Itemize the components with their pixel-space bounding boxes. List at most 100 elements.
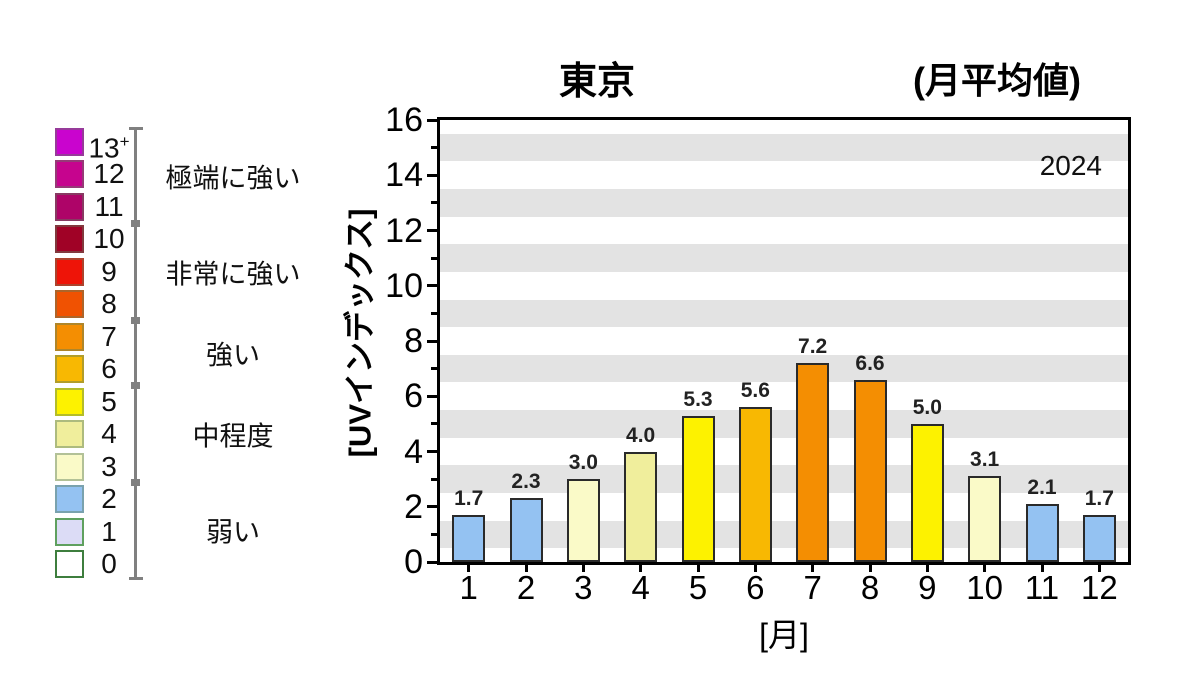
x-tick (1040, 565, 1044, 572)
uv-scale-legend: 13+ 12 11 10 9 8 7 6 5 4 3 2 1 0 極端に強い 非常に強い 強い 中程度 弱い (0, 0, 437, 676)
x-tick (1097, 565, 1101, 572)
uv-swatch-label: 10 (93, 223, 125, 255)
chart-title: 東京 (558, 61, 636, 103)
uv-swatch-label: 7 (101, 320, 117, 352)
uv-group-label: 非常に強い (165, 259, 301, 290)
grid-band (440, 133, 1128, 162)
bar-month-1 (452, 515, 486, 562)
uv-swatch-11 (55, 192, 84, 221)
bar-value-label: 3.0 (568, 451, 598, 475)
x-axis-title: [月] (759, 617, 809, 653)
grid-band (440, 520, 1128, 549)
x-tick-label: 10 (966, 569, 1004, 606)
x-tick-label: 6 (746, 569, 765, 606)
uv-swatch-label: 11 (94, 190, 124, 222)
bar-month-9 (910, 423, 944, 562)
bar-month-3 (566, 479, 600, 562)
uv-swatch-3 (55, 452, 84, 481)
bar-value-label: 5.3 (683, 387, 713, 411)
uv-scale-boundary-tick (131, 317, 140, 325)
uv-scale-boundary-tick (131, 381, 140, 389)
bar-value-label: 5.0 (912, 395, 942, 419)
bar-value-label: 4.0 (626, 423, 656, 447)
uv-swatch-12 (55, 160, 84, 189)
bar-value-label: 1.7 (454, 487, 484, 511)
uv-swatch-6 (55, 355, 84, 384)
uv-swatch-2 (55, 485, 84, 514)
x-tick-label: 3 (574, 569, 593, 606)
uv-scale-boundary-tick (131, 479, 140, 487)
grid-band (440, 244, 1128, 272)
x-tick-label: 2 (516, 569, 536, 606)
uv-swatch-label: 4 (101, 418, 117, 450)
x-tick-label: 5 (688, 569, 708, 606)
bar-value-label: 6.6 (855, 351, 885, 375)
x-tick-label: 1 (459, 569, 478, 606)
uv-swatch-0 (55, 549, 84, 578)
x-tick (868, 565, 872, 572)
x-tick-label: 4 (631, 569, 650, 606)
x-tick-label: 11 (1024, 569, 1060, 606)
uv-swatch-label: 2 (101, 483, 117, 515)
uv-swatch-label: 0 (101, 547, 117, 579)
bar-month-11 (1025, 504, 1059, 562)
bar-month-8 (853, 379, 887, 562)
uv-scale-boundary-tick (128, 126, 143, 130)
uv-swatch-label: 3 (101, 450, 117, 482)
chart-subtitle: (月平均値) (913, 60, 1081, 101)
uv-swatch-4 (55, 420, 84, 449)
bar-month-4 (624, 451, 658, 562)
uv-swatch-1 (55, 517, 84, 546)
uv-group-label: 中程度 (192, 421, 274, 452)
x-tick (524, 565, 528, 572)
x-tick (696, 565, 700, 572)
bar-month-12 (1082, 515, 1116, 562)
uv-group-label: 極端に強い (165, 163, 301, 194)
uv-swatch-8 (55, 290, 84, 319)
x-tick-label: 8 (860, 569, 880, 606)
uv-swatch-label: 8 (101, 288, 117, 320)
x-tick (581, 565, 585, 572)
plus-superscript: + (119, 132, 130, 151)
bar-value-label: 7.2 (798, 335, 828, 359)
x-tick (639, 565, 643, 572)
bar-value-label: 3.1 (970, 448, 1000, 472)
plot-area: 1.7 2.3 3.0 4.0 5.3 5.6 7.2 6.6 5.0 3.1 2.1 1.7 (437, 117, 1131, 565)
uv-group-label: 弱い (206, 517, 260, 548)
x-tick (983, 565, 987, 572)
x-tick (811, 565, 815, 572)
uv-swatch-label: 9 (101, 255, 117, 287)
uv-swatch-9 (55, 257, 84, 286)
uv-swatch-13plus (55, 128, 84, 156)
grid-band (440, 354, 1128, 383)
x-tick (925, 565, 929, 572)
grid-band (440, 189, 1128, 217)
x-tick (467, 565, 471, 572)
bar-value-label: 1.7 (1084, 487, 1114, 511)
bar-month-5 (681, 415, 715, 562)
uv-swatch-5 (55, 387, 84, 416)
uv-scale-boundary-tick (131, 219, 140, 227)
grid-band (440, 299, 1128, 328)
grid-band (440, 410, 1128, 438)
uv-group-label: 強い (206, 340, 260, 371)
uv-swatch-label: 13+ (88, 132, 130, 164)
uv-swatch-label: 6 (101, 353, 117, 385)
x-tick-label: 9 (918, 569, 937, 606)
uv-scale-line (134, 128, 137, 578)
x-tick-label: 12 (1080, 569, 1118, 606)
uv-scale-boundary-tick (128, 576, 143, 580)
uv-swatch-7 (55, 322, 84, 351)
bar-month-6 (738, 407, 772, 562)
bar-value-label: 2.3 (511, 470, 541, 494)
grid-band (440, 465, 1128, 493)
bar-value-label: 5.6 (740, 379, 770, 403)
uv-swatch-label: 12 (93, 158, 125, 190)
bar-value-label: 2.1 (1027, 476, 1057, 499)
bar-month-7 (796, 363, 830, 562)
x-tick (753, 565, 757, 572)
year-annotation: 2024 (1039, 150, 1102, 181)
bar-month-10 (968, 476, 1002, 562)
bar-month-2 (509, 498, 543, 562)
